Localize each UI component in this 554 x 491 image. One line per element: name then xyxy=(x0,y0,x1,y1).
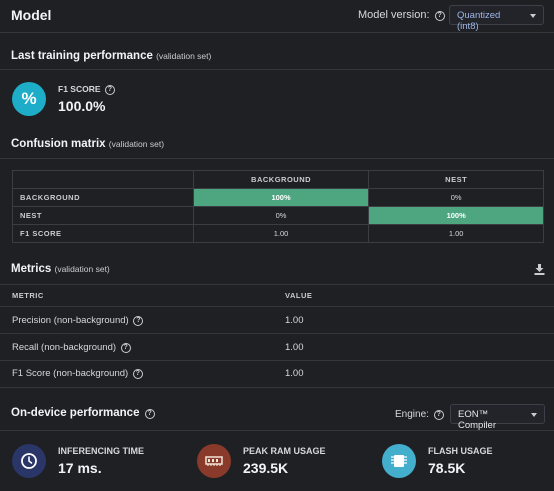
metric-value: 1.00 xyxy=(285,315,304,326)
ram-chip-icon xyxy=(197,444,231,478)
metric-value: 1.00 xyxy=(285,368,304,379)
metric-value: 1.00 xyxy=(285,342,304,353)
divider xyxy=(0,284,554,285)
metrics-section-title: Metrics (validation set) xyxy=(11,263,110,275)
table-corner-cell xyxy=(12,170,194,189)
help-icon[interactable]: ? xyxy=(434,11,445,21)
training-section-title: Last training performance (validation se… xyxy=(11,50,212,62)
panel-header: Model Model version: ? Quantized (int8) xyxy=(0,0,554,32)
matrix-cell: 100% xyxy=(368,206,544,225)
model-version-select[interactable]: Quantized (int8) xyxy=(449,5,544,32)
model-version-label: Model version: ? xyxy=(358,9,445,21)
flash-usage-value: 78.5K xyxy=(428,460,466,476)
chevron-down-icon xyxy=(530,14,536,18)
confusion-section-title: Confusion matrix (validation set) xyxy=(11,138,165,150)
help-icon[interactable]: ? xyxy=(144,409,155,419)
help-icon[interactable]: ? xyxy=(104,85,115,95)
table-row: NEST 0% 100% xyxy=(12,206,544,225)
f1-score-value: 100.0% xyxy=(58,98,106,114)
flash-usage-label: FLASH USAGE xyxy=(428,446,493,456)
matrix-cell: 0% xyxy=(368,188,544,207)
divider xyxy=(0,306,554,307)
engine-label: Engine: ? xyxy=(395,409,444,420)
table-row: BACKGROUND 100% 0% xyxy=(12,188,544,207)
inferencing-time-value: 17 ms. xyxy=(58,460,102,476)
column-header: BACKGROUND xyxy=(192,170,370,189)
percent-icon: % xyxy=(12,82,46,116)
f1-cell: 1.00 xyxy=(192,224,370,243)
divider xyxy=(0,158,554,159)
f1-cell: 1.00 xyxy=(368,224,544,243)
row-label: BACKGROUND xyxy=(12,188,194,207)
peak-ram-value: 239.5K xyxy=(243,460,289,476)
panel-title: Model xyxy=(11,7,52,23)
clock-icon xyxy=(12,444,46,478)
table-header-row: BACKGROUND NEST xyxy=(12,170,544,189)
row-label: F1 SCORE xyxy=(12,224,194,243)
confusion-matrix-table: BACKGROUND NEST BACKGROUND 100% 0% NEST … xyxy=(12,170,544,243)
row-label: NEST xyxy=(12,206,194,225)
engine-select[interactable]: EON™ Compiler xyxy=(450,404,545,431)
metric-column-header: METRIC xyxy=(12,291,44,300)
table-row: F1 SCORE 1.00 1.00 xyxy=(12,224,544,243)
metric-name: Precision (non-background) ? xyxy=(12,315,144,326)
value-column-header: VALUE xyxy=(285,291,313,300)
download-icon[interactable] xyxy=(534,264,545,275)
divider xyxy=(0,69,554,70)
matrix-cell: 0% xyxy=(192,206,370,225)
f1-score-label: F1 SCORE ? xyxy=(58,84,115,95)
divider xyxy=(0,430,554,431)
divider xyxy=(0,333,554,334)
matrix-cell: 100% xyxy=(192,188,370,207)
column-header: NEST xyxy=(368,170,544,189)
help-icon[interactable]: ? xyxy=(133,316,144,326)
divider xyxy=(0,387,554,388)
divider xyxy=(0,360,554,361)
metric-name: F1 Score (non-background) ? xyxy=(12,368,143,379)
metric-name: Recall (non-background) ? xyxy=(12,342,131,353)
chevron-down-icon xyxy=(531,413,537,417)
divider xyxy=(0,32,554,33)
help-icon[interactable]: ? xyxy=(433,410,444,420)
peak-ram-label: PEAK RAM USAGE xyxy=(243,446,326,456)
inferencing-time-label: INFERENCING TIME xyxy=(58,446,145,456)
help-icon[interactable]: ? xyxy=(132,369,143,379)
ondevice-section-title: On-device performance ? xyxy=(11,407,155,419)
flash-chip-icon xyxy=(382,444,416,478)
help-icon[interactable]: ? xyxy=(120,343,131,353)
